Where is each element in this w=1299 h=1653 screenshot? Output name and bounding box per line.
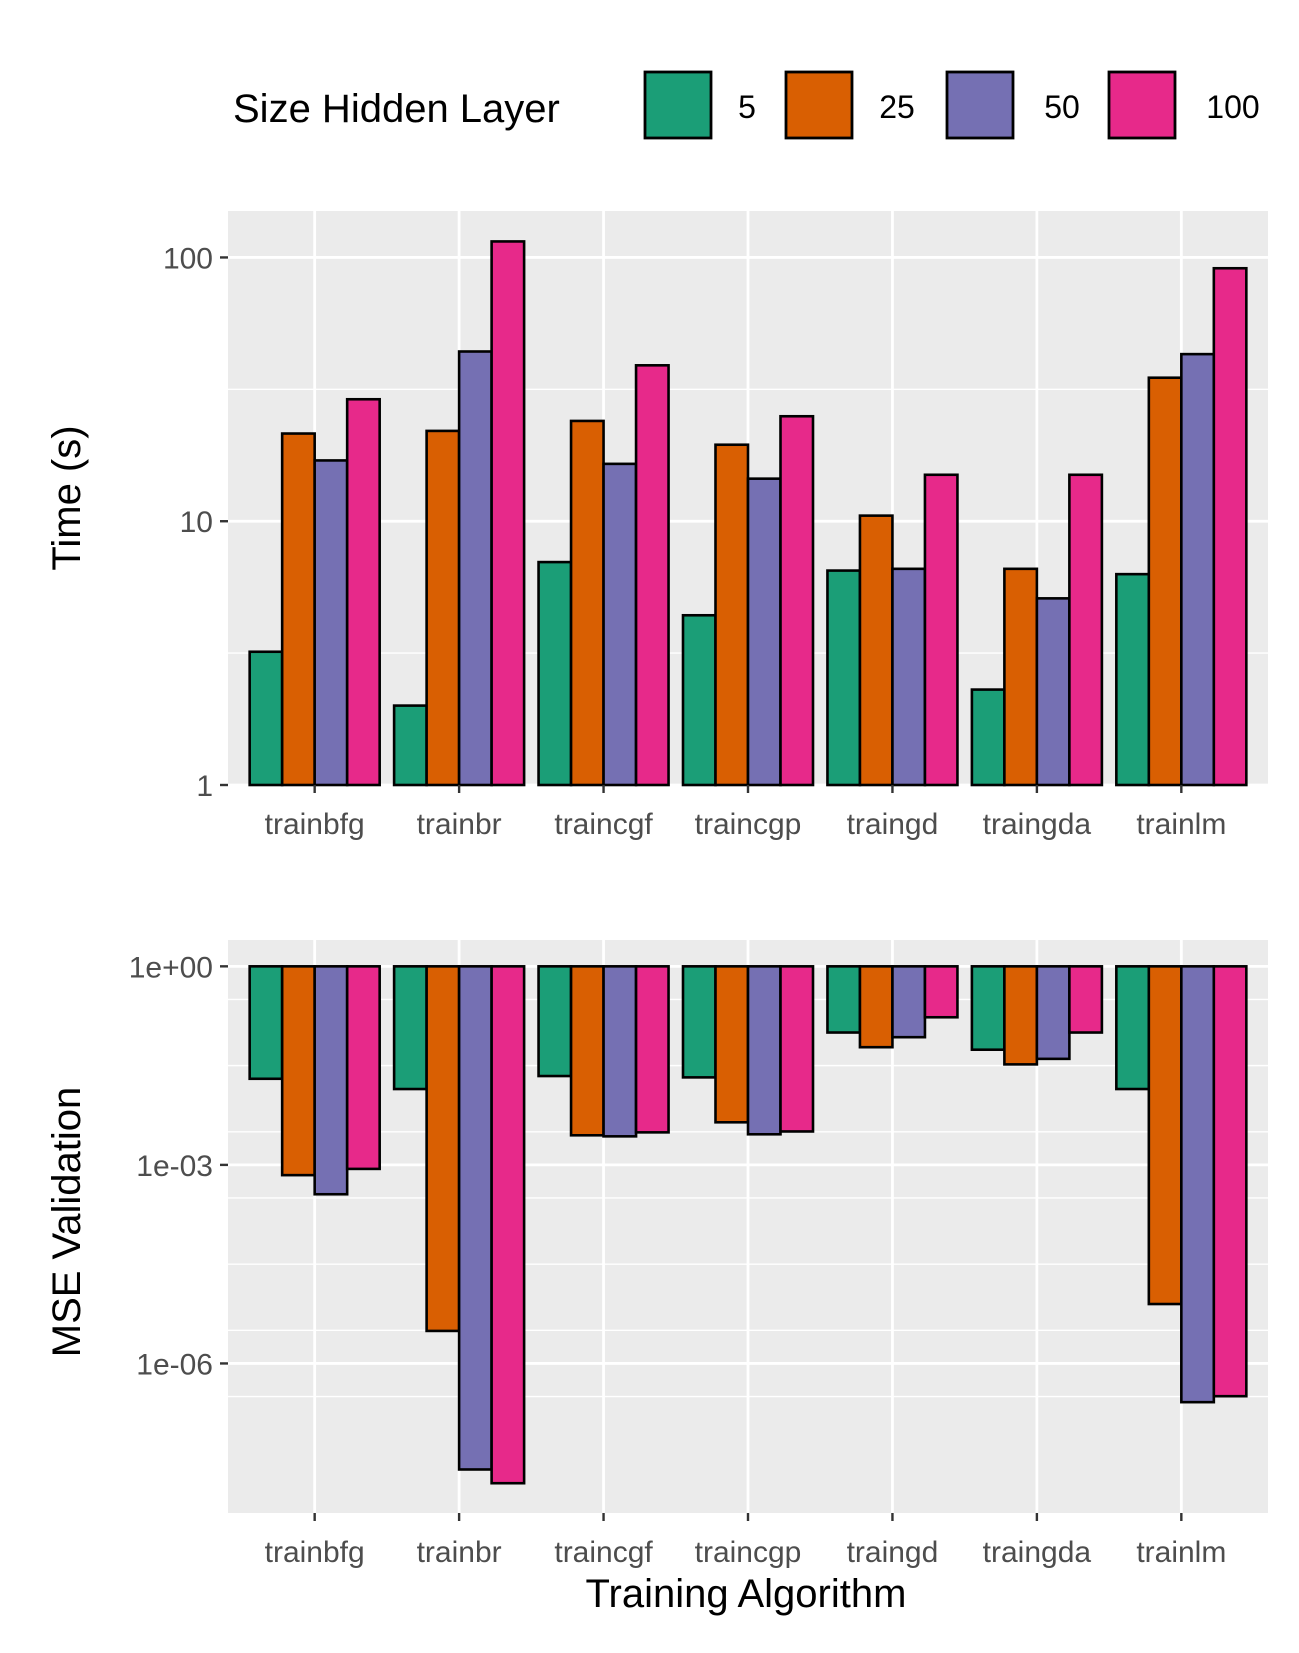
mse-x-tick-label: trainbr [417,1536,502,1569]
time-x-tick-label: traingda [983,808,1092,841]
time-x-tick-label: traincgp [695,808,802,841]
time-bar-trainbfg-25 [280,432,316,787]
legend-key-100 [1107,70,1177,140]
time-bar-traingda-50 [1035,597,1071,787]
time-bar-trainlm-50 [1180,352,1216,787]
time-bar-traingda-100 [1068,473,1104,787]
time-bar-traingd-25 [858,514,894,787]
mse-x-tick-label: traingd [847,1536,939,1569]
mse-bar-trainbfg-25 [280,965,316,1177]
mse-bar-trainbr-5 [392,965,428,1091]
mse-bar-traincgp-5 [681,965,717,1079]
mse-x-tick-label: trainlm [1136,1536,1226,1569]
time-bar-traincgf-50 [602,462,638,787]
time-bar-traingd-5 [826,569,862,787]
legend-label-25: 25 [879,89,915,125]
mse-y-tick-label: 1e-06 [136,1348,213,1381]
time-x-tick-label: trainbfg [265,808,365,841]
mse-bar-traincgp-50 [746,965,782,1136]
mse-x-tick-label: traincgf [554,1536,653,1569]
mse-bar-traingd-100 [923,965,959,1019]
mse-bar-trainlm-25 [1147,965,1183,1306]
legend-title: Size Hidden Layer [233,87,560,131]
time-x-tick-label: trainlm [1136,808,1226,841]
time-bar-traingd-100 [923,473,959,787]
time-bar-traincgf-100 [634,364,670,787]
mse-x-tick-label: traingda [983,1536,1092,1569]
time-bar-trainbr-25 [425,429,461,787]
mse-x-tick-label: traincgp [695,1536,802,1569]
mse-bar-traingda-50 [1035,965,1071,1061]
mse-bar-trainbfg-50 [313,965,349,1196]
time-bar-traincgp-25 [714,443,750,787]
time-bar-trainlm-5 [1115,572,1151,787]
time-bar-traincgf-25 [569,419,605,787]
mse-y-axis-title: MSE Validation [45,1087,89,1358]
legend-key-5 [643,70,713,140]
time-bar-traincgf-5 [537,560,573,787]
mse-bar-trainbr-25 [425,965,461,1333]
mse-bar-trainbr-50 [457,965,493,1471]
mse-bar-trainbfg-100 [345,965,381,1171]
mse-y-tick-label: 1e-03 [136,1150,213,1183]
mse-bar-traingda-25 [1003,965,1039,1066]
mse-bar-traincgf-5 [537,965,573,1078]
time-bar-trainbfg-50 [313,459,349,787]
time-y-tick-label: 100 [163,242,213,275]
time-bar-trainbr-50 [457,350,493,787]
mse-bar-trainlm-5 [1115,965,1151,1091]
time-y-axis-title: Time (s) [45,425,89,570]
time-x-tick-label: trainbr [417,808,502,841]
mse-bar-traingda-100 [1068,965,1104,1034]
time-bar-trainbfg-5 [248,650,284,787]
mse-bar-trainbr-100 [490,965,526,1485]
time-bar-trainlm-25 [1147,376,1183,787]
time-y-tick-label: 1 [196,770,213,803]
time-x-tick-label: traingd [847,808,939,841]
legend-label-50: 50 [1044,89,1080,125]
legend-key-25 [784,70,854,140]
mse-panel: 1e+00 1e-03 1e-06 trainbfg trainbr traincgf tr… [129,940,1268,1569]
mse-bar-traingd-50 [891,965,927,1039]
time-bar-trainbr-5 [392,704,428,787]
mse-bar-traingda-5 [970,965,1006,1052]
mse-bar-traingd-25 [858,965,894,1049]
time-bar-trainbfg-100 [345,397,381,787]
mse-bar-traingd-5 [826,965,862,1034]
time-bar-traincgp-50 [746,477,782,787]
mse-bar-trainlm-50 [1180,965,1216,1404]
mse-bar-traincgp-100 [779,965,815,1133]
mse-bar-trainlm-100 [1212,965,1248,1398]
legend-keys: 5 25 50 100 [643,70,1260,140]
time-y-tick-label: 10 [180,506,213,539]
time-bar-traingd-50 [891,567,927,787]
time-x-tick-label: traincgf [554,808,653,841]
time-bar-traingda-25 [1003,567,1039,787]
time-bar-traincgp-5 [681,613,717,787]
legend-label-5: 5 [738,89,756,125]
mse-bar-traincgf-50 [602,965,638,1138]
x-axis-title: Training Algorithm [586,1572,907,1616]
time-panel: 1 10 100 trainbfg trainbr traincgf traincgp tra… [163,211,1268,841]
legend-key-50 [945,70,1015,140]
legend: Size Hidden Layer 5 25 50 100 [233,70,1260,140]
mse-x-tick-label: trainbfg [265,1536,365,1569]
time-bar-traincgp-100 [779,414,815,787]
legend-label-100: 100 [1206,89,1259,125]
time-bar-traingda-5 [970,688,1006,787]
time-bar-trainbr-100 [490,240,526,787]
mse-bar-traincgf-100 [634,965,670,1134]
time-bar-trainlm-100 [1212,266,1248,787]
mse-bar-trainbfg-5 [248,965,284,1081]
mse-bar-traincgf-25 [569,965,605,1137]
mse-y-tick-label: 1e+00 [129,951,213,984]
mse-bar-traincgp-25 [714,965,750,1124]
